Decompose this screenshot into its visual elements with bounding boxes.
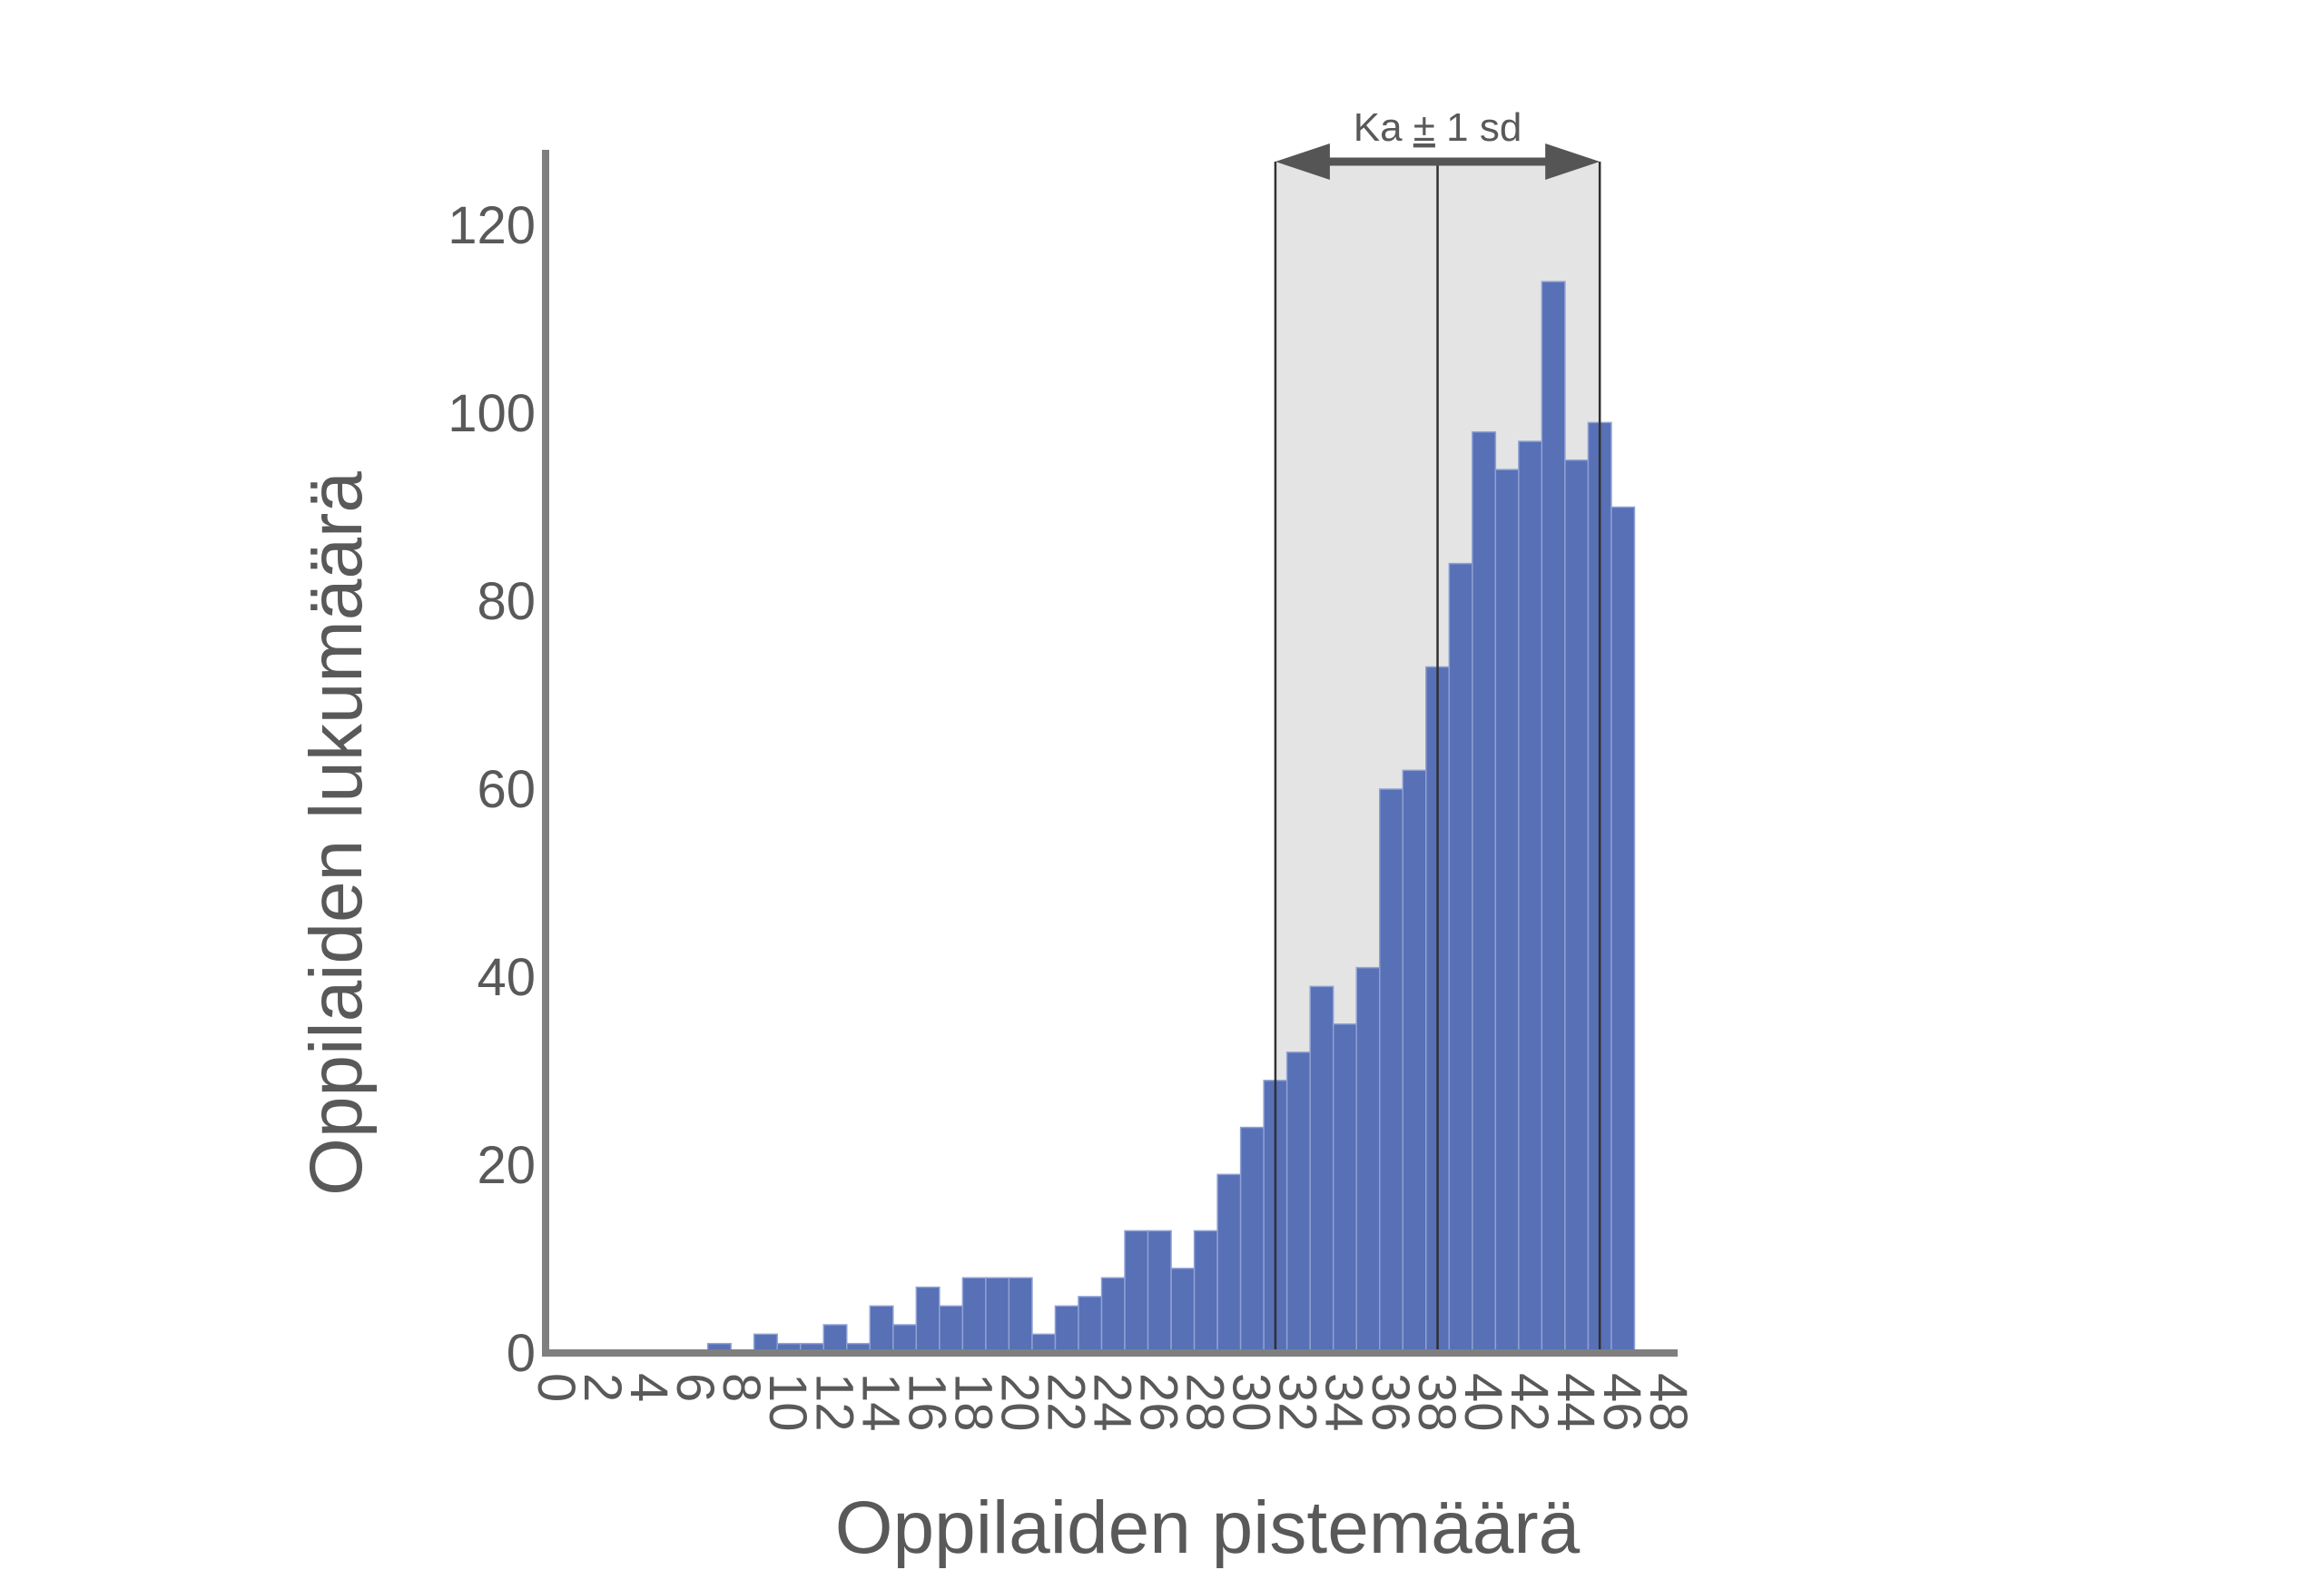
x-tick-label-40: 40: [1453, 1373, 1512, 1432]
y-tick-labels: 0 20 40 60 80 100 120: [448, 196, 536, 1383]
y-tick-label-60: 60: [477, 760, 536, 819]
x-tick-label-48: 48: [1639, 1373, 1698, 1432]
sd-annotation: Ka ± 1 sd: [1275, 105, 1600, 180]
x-tick-label-22: 22: [1036, 1373, 1095, 1432]
annot-part-sd: 1 sd: [1435, 105, 1521, 150]
bars-layer: [706, 281, 1636, 1354]
bar-44: [1564, 459, 1590, 1354]
bar-43: [1541, 281, 1566, 1354]
bar-12: [822, 1324, 848, 1354]
bar-41: [1494, 469, 1520, 1354]
bar-34: [1332, 1023, 1357, 1354]
x-tick-label-28: 28: [1176, 1373, 1235, 1432]
x-tick-label-2: 2: [573, 1373, 632, 1402]
bar-32: [1285, 1052, 1311, 1354]
bar-19: [985, 1277, 1010, 1354]
x-tick-label-32: 32: [1268, 1373, 1327, 1432]
annot-part-plusminus: ±: [1413, 105, 1435, 150]
x-tick-label-18: 18: [943, 1373, 1002, 1432]
x-tick-label-36: 36: [1361, 1373, 1420, 1432]
x-tick-label-14: 14: [851, 1373, 910, 1432]
bar-36: [1379, 788, 1404, 1354]
sd-arrow-right-head: [1545, 143, 1600, 180]
bar-26: [1147, 1229, 1172, 1354]
bar-40: [1472, 430, 1497, 1354]
x-tick-label-20: 20: [990, 1373, 1049, 1432]
x-tick-label-6: 6: [665, 1373, 724, 1402]
bar-16: [915, 1286, 940, 1354]
x-tick-label-8: 8: [712, 1373, 771, 1402]
axes-layer: [542, 150, 1678, 1357]
bar-46: [1610, 506, 1636, 1354]
bar-39: [1448, 562, 1473, 1354]
bar-24: [1100, 1277, 1126, 1354]
bar-35: [1355, 966, 1381, 1354]
x-tick-label-16: 16: [897, 1373, 956, 1432]
x-tick-label-0: 0: [527, 1373, 586, 1402]
bar-37: [1402, 769, 1427, 1354]
sd-annotation-label: Ka ± 1 sd: [1354, 105, 1522, 150]
x-tick-label-34: 34: [1315, 1373, 1374, 1432]
bar-20: [1008, 1277, 1033, 1354]
bar-29: [1216, 1173, 1242, 1354]
y-tick-label-40: 40: [477, 948, 536, 1007]
annot-part-ka: Ka: [1354, 105, 1413, 150]
y-tick-label-80: 80: [477, 572, 536, 631]
x-tick-label-4: 4: [619, 1373, 678, 1402]
bar-33: [1309, 985, 1334, 1354]
bar-30: [1239, 1126, 1265, 1354]
bar-17: [939, 1305, 964, 1354]
bar-23: [1078, 1296, 1103, 1354]
x-tick-label-10: 10: [758, 1373, 817, 1432]
x-tick-labels: 0246810121416182022242628303234363840424…: [527, 1373, 1698, 1432]
x-axis-title: Oppilaiden pistemäärä: [835, 1486, 1581, 1569]
y-tick-label-20: 20: [477, 1136, 536, 1195]
x-tick-label-26: 26: [1129, 1373, 1188, 1432]
x-tick-label-24: 24: [1083, 1373, 1142, 1432]
x-tick-label-44: 44: [1546, 1373, 1605, 1432]
x-tick-label-30: 30: [1222, 1373, 1281, 1432]
y-tick-label-0: 0: [507, 1324, 536, 1383]
x-tick-label-12: 12: [804, 1373, 863, 1432]
y-tick-label-120: 120: [448, 196, 536, 255]
sd-arrow-left-head: [1275, 143, 1330, 180]
x-tick-label-42: 42: [1500, 1373, 1559, 1432]
bar-25: [1124, 1229, 1149, 1354]
bar-27: [1170, 1268, 1196, 1354]
sd-lines-layer: [1274, 162, 1601, 1353]
bar-22: [1054, 1305, 1079, 1354]
bar-42: [1518, 440, 1543, 1354]
y-tick-label-100: 100: [448, 384, 536, 443]
bar-28: [1193, 1229, 1218, 1354]
y-axis-title: Oppilaiden lukumäärä: [295, 471, 378, 1196]
bar-18: [961, 1277, 987, 1354]
x-tick-label-38: 38: [1407, 1373, 1466, 1432]
bar-14: [869, 1305, 894, 1354]
x-tick-label-46: 46: [1592, 1373, 1651, 1432]
bar-15: [892, 1324, 918, 1354]
